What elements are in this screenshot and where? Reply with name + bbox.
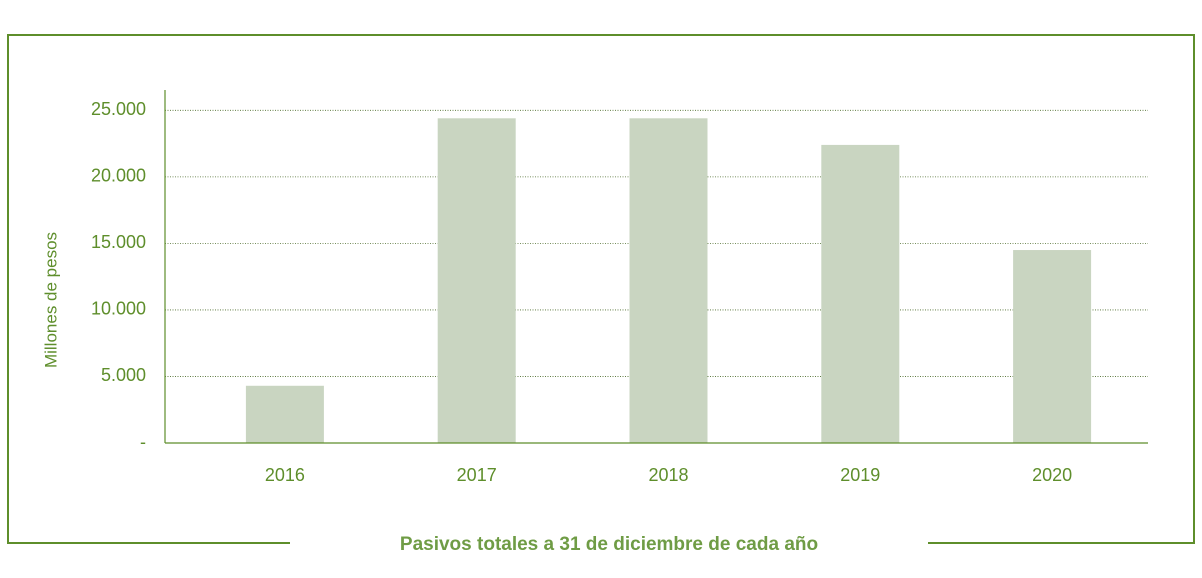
y-tick-label: 15.000	[91, 232, 146, 252]
bar	[1013, 250, 1091, 443]
bar	[821, 145, 899, 443]
chart-title: Pasivos totales a 31 de diciembre de cad…	[400, 534, 818, 555]
y-axis-label: Millones de pesos	[41, 232, 60, 368]
x-tick-label: 2020	[1032, 465, 1072, 485]
x-tick-label: 2017	[457, 465, 497, 485]
bar	[438, 118, 516, 443]
bar	[630, 118, 708, 443]
x-tick-label: 2016	[265, 465, 305, 485]
plot: - 5.000 10.000 15.000 20.000 25.000 2016 2017 20…	[91, 90, 1148, 485]
page: Pasivos totales a 31 de diciembre de cad…	[0, 0, 1202, 578]
y-tick-label: 25.000	[91, 99, 146, 119]
x-tick-label: 2018	[648, 465, 688, 485]
y-tick-label: 10.000	[91, 299, 146, 319]
x-tick-label: 2019	[840, 465, 880, 485]
y-tick-label: -	[140, 432, 146, 452]
y-tick-label: 5.000	[101, 365, 146, 385]
chart: Pasivos totales a 31 de diciembre de cad…	[0, 0, 1202, 573]
y-tick-label: 20.000	[91, 166, 146, 186]
bar	[246, 386, 324, 443]
